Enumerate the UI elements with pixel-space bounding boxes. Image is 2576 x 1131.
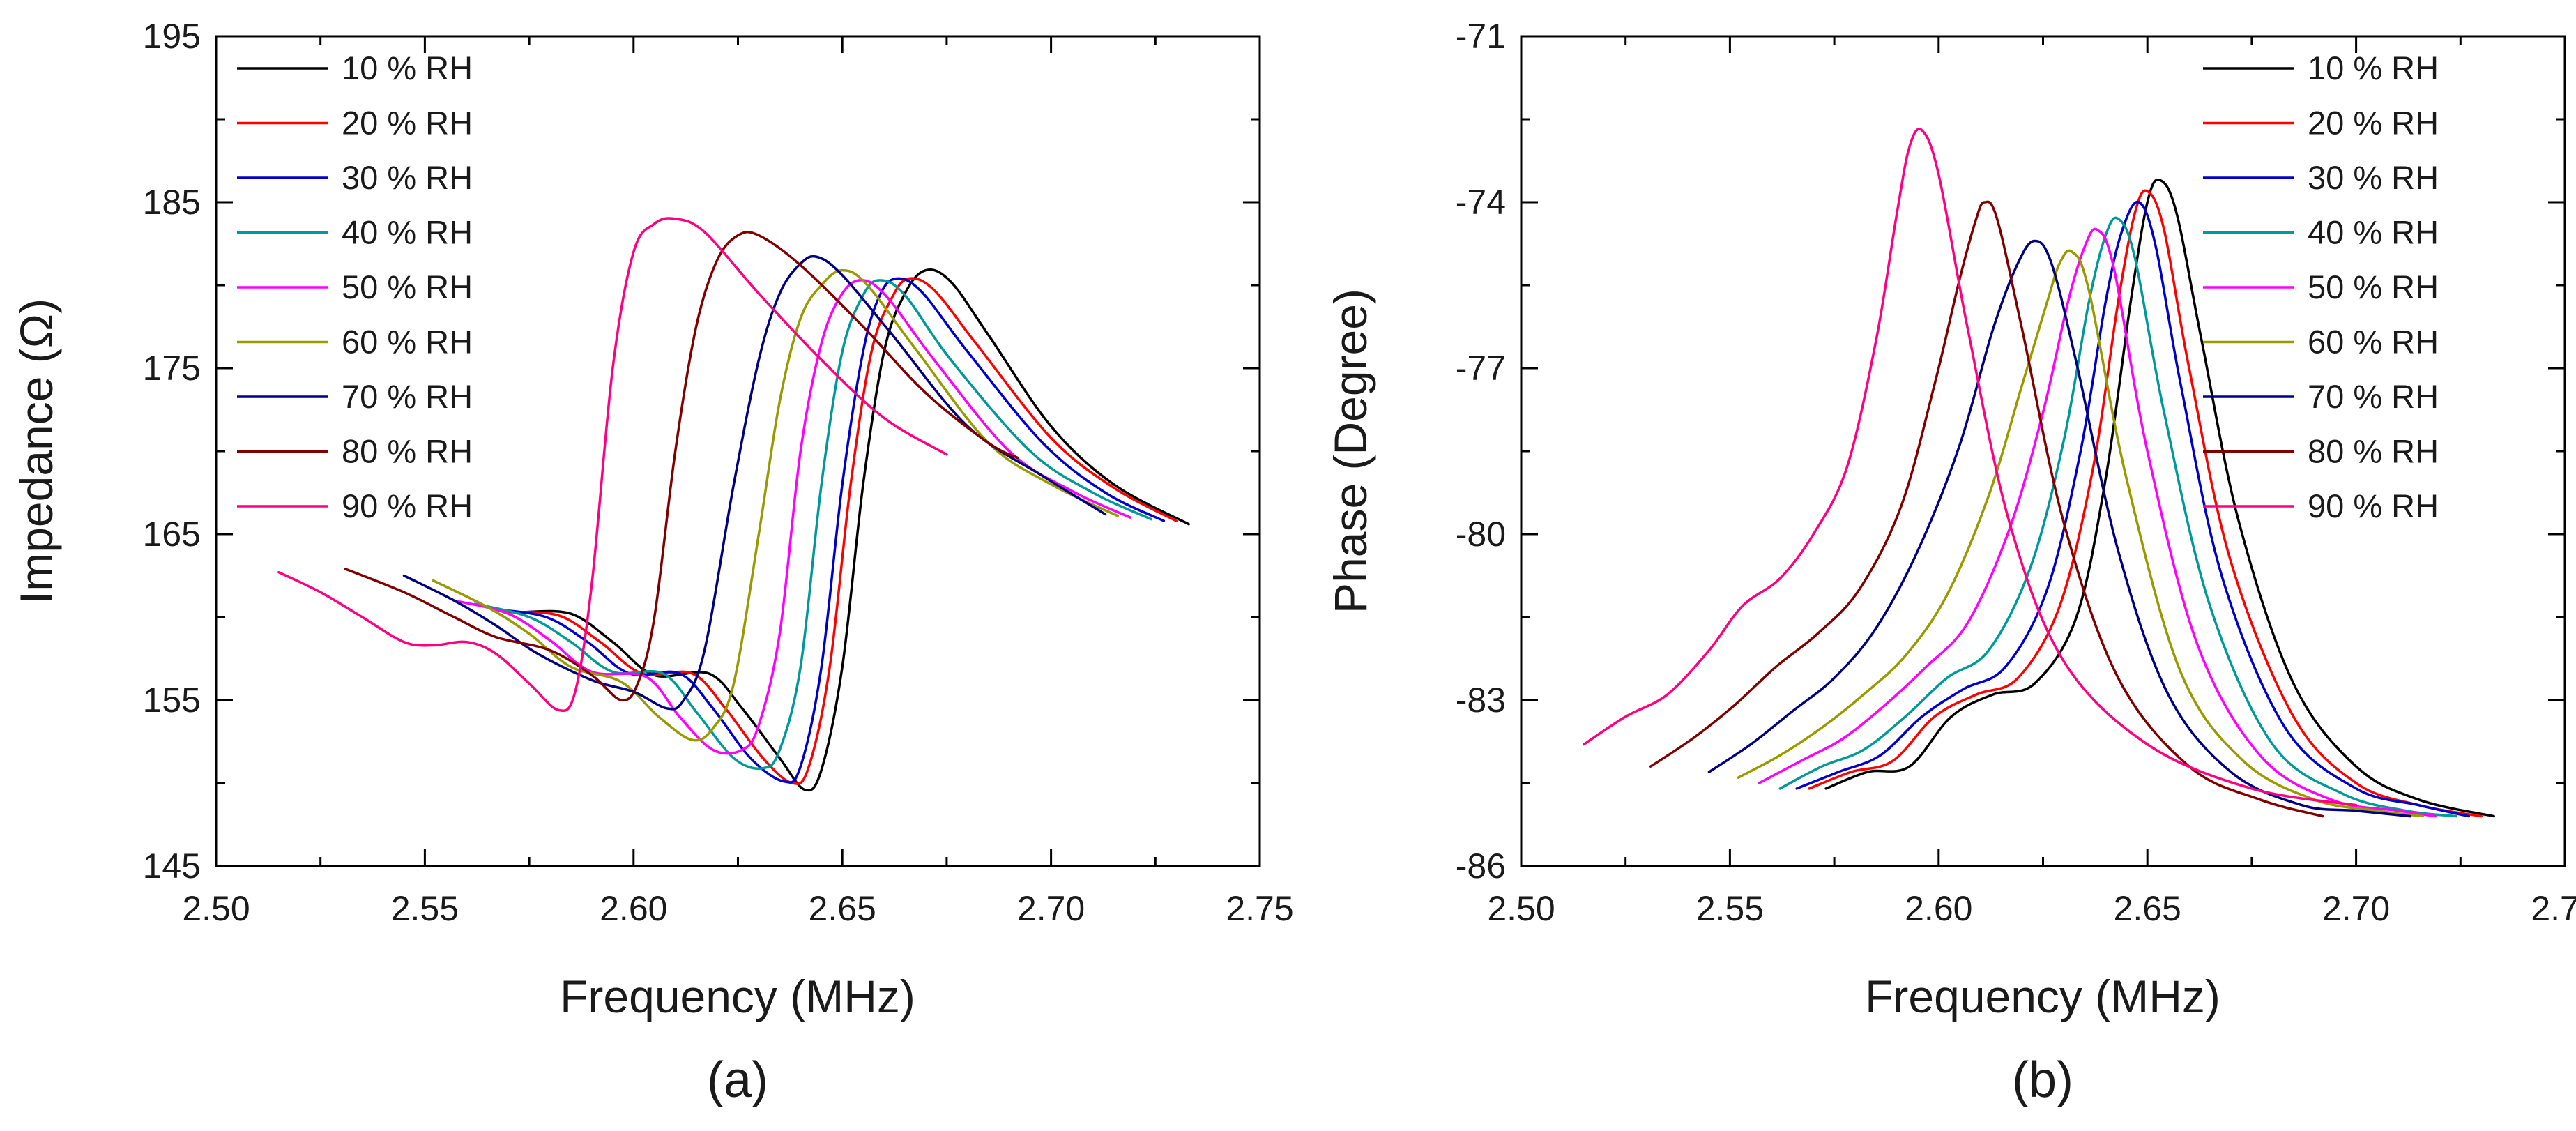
series-line-60-rh bbox=[1737, 249, 2425, 818]
panel-b-ticks bbox=[1520, 35, 2566, 867]
panel-a-x-tick-label: 2.75 bbox=[1226, 889, 1293, 928]
legend-label: 90 % RH bbox=[2308, 487, 2439, 524]
legend-label: 20 % RH bbox=[2308, 105, 2439, 142]
legend-label: 50 % RH bbox=[2308, 268, 2439, 305]
legend-label: 40 % RH bbox=[342, 214, 473, 251]
panel-a-y-tick-label: 165 bbox=[143, 515, 201, 554]
panel-a-y-axis-title: Impedance (Ω) bbox=[10, 298, 62, 604]
series-line-90-rh bbox=[1583, 128, 2358, 807]
panel-b-y-tick-label: -77 bbox=[1456, 349, 1506, 388]
legend-label: 50 % RH bbox=[342, 268, 473, 305]
panel-a-y-tick-label: 185 bbox=[143, 183, 201, 222]
series-line-30-rh bbox=[490, 277, 1166, 784]
panel-b-x-tick-labels: 2.50 2.55 2.60 2.65 2.70 2.75 bbox=[1487, 889, 2576, 928]
panel-b-series-layer bbox=[1583, 128, 2495, 818]
legend-label: 30 % RH bbox=[342, 159, 473, 196]
panel-b-caption: (b) bbox=[2012, 1052, 2073, 1108]
panel-a-plot-area bbox=[215, 35, 1261, 867]
panel-a-y-tick-label: 145 bbox=[143, 847, 201, 886]
panel-b: 2.50 2.55 2.60 2.65 2.70 2.75 -86 -83 -8… bbox=[1325, 17, 2576, 1108]
series-line-70-rh bbox=[402, 255, 1107, 711]
panel-a: 2.50 2.55 2.60 2.65 2.70 2.75 145 155 16… bbox=[10, 17, 1294, 1108]
panel-a-y-tick-label: 175 bbox=[143, 349, 201, 388]
legend-label: 80 % RH bbox=[2308, 433, 2439, 470]
series-line-20-rh bbox=[1808, 189, 2483, 818]
panel-a-ticks bbox=[215, 35, 1261, 867]
panel-a-y-tick-label: 195 bbox=[143, 17, 201, 56]
panel-b-y-tick-label: -86 bbox=[1456, 847, 1506, 886]
panel-b-legend: 10 % RH 20 % RH 30 % RH 40 % RH 50 % RH 60 % … bbox=[2203, 50, 2439, 524]
panel-a-y-tick-label: 155 bbox=[143, 681, 201, 720]
panel-b-x-tick-label: 2.70 bbox=[2322, 889, 2390, 928]
panel-b-y-tick-labels: -86 -83 -80 -77 -74 -71 bbox=[1456, 17, 1506, 886]
panel-a-x-axis-title: Frequency (MHz) bbox=[560, 971, 915, 1022]
series-line-30-rh bbox=[1795, 200, 2471, 818]
panel-b-x-tick-label: 2.75 bbox=[2531, 889, 2576, 928]
panel-a-x-tick-labels: 2.50 2.55 2.60 2.65 2.70 2.75 bbox=[182, 889, 1293, 928]
legend-label: 80 % RH bbox=[342, 433, 473, 470]
panel-a-caption: (a) bbox=[707, 1052, 768, 1108]
legend-label: 10 % RH bbox=[2308, 50, 2439, 86]
panel-b-x-tick-label: 2.50 bbox=[1487, 889, 1555, 928]
panel-b-y-tick-label: -71 bbox=[1456, 17, 1506, 56]
legend-label: 20 % RH bbox=[342, 105, 473, 142]
legend-label: 60 % RH bbox=[342, 324, 473, 360]
legend-label: 10 % RH bbox=[342, 50, 473, 86]
series-line-70-rh bbox=[1707, 239, 2412, 818]
panel-a-y-tick-labels: 145 155 165 175 185 195 bbox=[143, 17, 201, 886]
panel-a-x-tick-label: 2.55 bbox=[391, 889, 459, 928]
series-line-50-rh bbox=[1758, 227, 2437, 818]
series-line-80-rh bbox=[344, 230, 1019, 702]
panel-a-legend: 10 % RH 20 % RH 30 % RH 40 % RH 50 % RH 60 % … bbox=[237, 50, 473, 524]
panel-a-x-tick-label: 2.65 bbox=[809, 889, 876, 928]
series-line-40-rh bbox=[473, 279, 1153, 770]
panel-b-y-tick-label: -80 bbox=[1456, 515, 1506, 554]
legend-label: 70 % RH bbox=[2308, 378, 2439, 415]
panel-a-x-tick-label: 2.50 bbox=[182, 889, 250, 928]
series-line-60-rh bbox=[432, 268, 1120, 742]
series-line-90-rh bbox=[277, 217, 948, 713]
panel-b-x-tick-label: 2.60 bbox=[1905, 889, 1972, 928]
panel-b-x-tick-label: 2.55 bbox=[1696, 889, 1764, 928]
legend-label: 90 % RH bbox=[342, 487, 473, 524]
panel-b-x-axis-title: Frequency (MHz) bbox=[1865, 971, 2220, 1022]
series-line-10-rh bbox=[519, 268, 1190, 792]
series-line-20-rh bbox=[503, 277, 1178, 785]
legend-label: 60 % RH bbox=[2308, 324, 2439, 360]
series-line-80-rh bbox=[1649, 200, 2324, 818]
panel-b-y-tick-label: -74 bbox=[1456, 183, 1506, 222]
panel-b-x-tick-label: 2.65 bbox=[2114, 889, 2181, 928]
panel-b-y-tick-label: -83 bbox=[1456, 681, 1506, 720]
legend-label: 70 % RH bbox=[342, 378, 473, 415]
legend-label: 30 % RH bbox=[2308, 159, 2439, 196]
panel-a-x-tick-label: 2.60 bbox=[600, 889, 667, 928]
panel-b-plot-area bbox=[1520, 35, 2566, 867]
series-line-50-rh bbox=[452, 279, 1132, 755]
legend-label: 40 % RH bbox=[2308, 214, 2439, 251]
panel-b-y-axis-title: Phase (Degree) bbox=[1325, 289, 1376, 614]
panel-a-x-tick-label: 2.70 bbox=[1017, 889, 1085, 928]
panel-a-series-layer bbox=[277, 217, 1190, 792]
series-line-40-rh bbox=[1778, 216, 2458, 818]
